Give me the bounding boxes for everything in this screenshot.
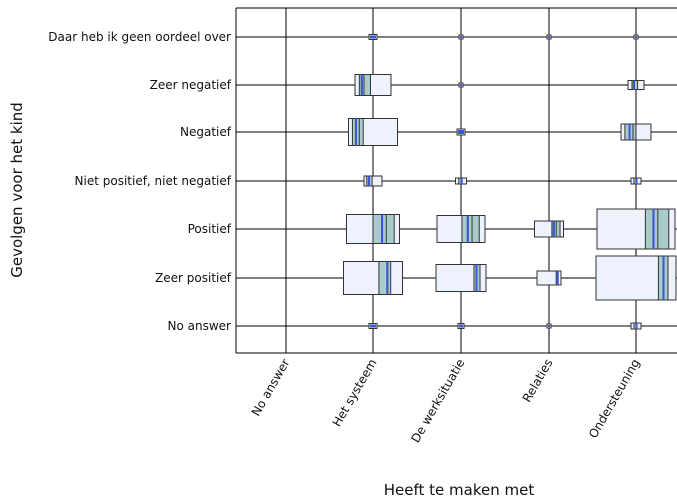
mosaic-cell (458, 34, 464, 40)
mosaic-cell (457, 323, 465, 329)
y-tick-label: Daar heb ik geen oordeel over (48, 30, 231, 44)
mosaic-cell (368, 323, 378, 329)
mosaic-cell (546, 323, 552, 329)
mosaic-cell (343, 261, 403, 295)
cell-marker (370, 324, 376, 328)
x-tick-label: Relaties (520, 357, 556, 405)
cell-band (359, 75, 371, 95)
x-tick-label: De werksituatie (408, 357, 467, 446)
cell-box (343, 261, 403, 295)
y-tick-label: Positief (188, 222, 232, 236)
y-axis-title: Gevolgen voor het kind (8, 102, 26, 278)
y-tick-labels: Daar heb ik geen oordeel over Zeer negati… (48, 30, 231, 333)
x-tick-label: Het systeem (330, 357, 380, 430)
x-tick-labels: No answer Het systeem De werksituatie Relat… (249, 356, 643, 445)
mosaic-cell (458, 82, 464, 88)
x-tick-label: No answer (249, 356, 293, 418)
mosaic-cell (436, 215, 486, 243)
cell-marker (548, 325, 550, 327)
cell-marker (458, 130, 464, 134)
x-axis-title: Heeft te maken met (384, 481, 535, 498)
mosaic-cell (620, 123, 652, 141)
mosaic-cell (633, 34, 639, 40)
mosaic-cell (363, 175, 383, 187)
chart-cells (343, 34, 677, 330)
mosaic-cell (456, 128, 466, 136)
cell-marker (548, 36, 550, 38)
cell-marker (635, 36, 637, 38)
mosaic-cell (536, 270, 562, 286)
mosaic-cell (455, 177, 467, 185)
cell-band (645, 209, 669, 249)
mosaic-cell (348, 118, 398, 146)
mosaic-cell (630, 177, 642, 185)
cell-band (378, 262, 391, 294)
cell-marker (370, 35, 376, 39)
cell-marker (459, 324, 463, 328)
cell-band (352, 119, 364, 145)
mosaic-cell (368, 34, 378, 40)
mosaic-cell (435, 264, 487, 292)
mosaic-cell (630, 322, 642, 330)
y-tick-label: Niet positief, niet negatief (75, 174, 232, 188)
mosaic-cell (596, 208, 676, 250)
cell-box (363, 175, 383, 187)
mosaic-cell (354, 74, 392, 96)
y-tick-label: No answer (168, 319, 232, 333)
cell-box (536, 270, 562, 286)
y-tick-label: Zeer positief (155, 271, 232, 285)
cell-marker (460, 36, 462, 38)
mosaic-cell (534, 220, 564, 238)
mosaic-cell (595, 255, 677, 301)
mosaic-cell (346, 214, 400, 244)
cell-marker (460, 84, 462, 86)
y-tick-label: Zeer negatief (150, 78, 232, 92)
cell-band (461, 216, 480, 242)
mosaic-cell (546, 34, 552, 40)
x-tick-label: Ondersteuning (586, 357, 643, 441)
cell-band (458, 178, 463, 184)
mosaic-cell (627, 80, 645, 90)
cell-band (373, 215, 395, 243)
y-tick-label: Negatief (180, 125, 232, 139)
